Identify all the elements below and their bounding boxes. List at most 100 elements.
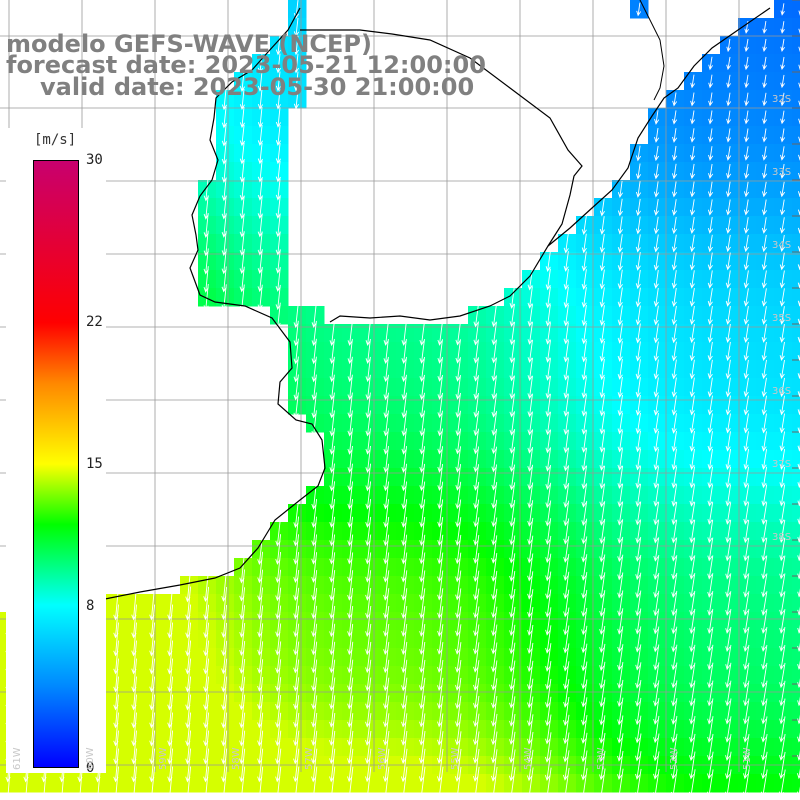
wind-arrow xyxy=(293,320,299,347)
wind-cell xyxy=(792,576,800,595)
wind-arrow xyxy=(473,624,480,655)
wind-arrow xyxy=(761,573,768,598)
wind-arrow xyxy=(743,662,750,689)
wind-arrow xyxy=(491,339,497,364)
wind-arrow xyxy=(329,481,336,510)
wind-arrow xyxy=(491,464,498,491)
wind-arrow xyxy=(743,431,749,452)
wind-arrow xyxy=(635,680,642,707)
wind-arrow xyxy=(707,608,714,635)
wind-arrow xyxy=(490,713,498,746)
wind-arrow xyxy=(726,146,732,161)
wind-arrow xyxy=(671,662,678,689)
wind-arrow xyxy=(365,338,371,365)
wind-arrow xyxy=(545,429,552,454)
wind-arrow xyxy=(779,734,786,761)
wind-arrow xyxy=(545,571,552,600)
wind-cell xyxy=(792,738,800,757)
wind-arrow xyxy=(311,410,317,437)
wind-arrow xyxy=(419,374,425,401)
wind-arrow xyxy=(382,766,390,800)
wind-arrow xyxy=(707,448,713,471)
wind-arrow xyxy=(635,501,642,526)
wind-arrow xyxy=(779,377,785,398)
wind-arrow xyxy=(780,146,786,161)
wind-arrow xyxy=(437,428,444,455)
wind-arrow xyxy=(689,413,695,434)
wind-arrow xyxy=(455,357,461,382)
wind-arrow xyxy=(689,431,695,452)
wind-arrow xyxy=(672,145,678,162)
wind-arrow xyxy=(149,766,156,800)
wind-arrow xyxy=(599,305,605,326)
wind-arrow xyxy=(708,146,714,161)
wind-arrow xyxy=(347,766,354,800)
longitude-label: 58W xyxy=(231,747,242,770)
wind-arrow xyxy=(563,643,570,672)
wind-arrow xyxy=(707,662,714,689)
wind-arrow xyxy=(617,572,624,599)
wind-arrow xyxy=(401,356,407,383)
wind-arrow xyxy=(599,518,606,545)
wind-arrow xyxy=(526,767,534,800)
wind-arrow xyxy=(509,642,516,673)
wind-arrow xyxy=(725,448,732,471)
wind-arrow xyxy=(275,267,281,292)
wind-arrow xyxy=(671,359,677,380)
wind-arrow xyxy=(653,395,659,416)
wind-arrow xyxy=(455,410,461,437)
wind-arrow xyxy=(311,552,318,583)
wind-arrow xyxy=(581,625,588,654)
wind-arrow xyxy=(275,748,282,783)
wind-arrow xyxy=(509,535,516,564)
wind-arrow xyxy=(671,199,678,216)
wind-arrow xyxy=(455,642,462,673)
wind-arrow xyxy=(671,395,677,416)
wind-arrow xyxy=(635,572,642,599)
wind-arrow xyxy=(762,74,767,89)
wind-arrow xyxy=(707,395,713,416)
wind-arrow xyxy=(473,481,480,510)
wind-arrow xyxy=(527,447,534,472)
wind-arrow xyxy=(617,697,624,726)
longitude-label: 56W xyxy=(377,747,388,770)
wind-arrow xyxy=(544,732,552,763)
wind-arrow xyxy=(707,484,714,507)
wind-arrow xyxy=(743,716,750,743)
wind-arrow xyxy=(725,341,731,362)
wind-arrow xyxy=(401,623,408,656)
wind-arrow xyxy=(329,534,336,565)
longitude-label: 51W xyxy=(742,747,753,770)
wind-arrow xyxy=(653,305,659,326)
wind-arrow xyxy=(419,356,425,383)
wind-arrow xyxy=(725,573,732,598)
wind-arrow xyxy=(382,748,390,783)
wind-arrow xyxy=(743,341,749,362)
wind-arrow xyxy=(726,56,731,71)
wind-arrow xyxy=(545,340,551,363)
wind-arrow xyxy=(617,234,623,253)
wind-arrow xyxy=(779,680,786,707)
wind-arrow xyxy=(743,199,750,216)
wind-arrow xyxy=(455,660,462,691)
wind-arrow xyxy=(455,552,462,583)
wind-arrow xyxy=(545,393,551,418)
wind-arrow xyxy=(581,483,588,508)
wind-arrow xyxy=(779,395,785,416)
wind-arrow xyxy=(563,553,570,582)
wind-arrow xyxy=(617,465,624,490)
wind-cell xyxy=(792,612,800,631)
wind-arrow xyxy=(581,447,588,472)
wind-arrow xyxy=(779,573,786,598)
wind-arrow xyxy=(365,659,372,692)
wind-arrow xyxy=(779,519,786,544)
wind-arrow xyxy=(743,537,750,562)
wind-arrow xyxy=(491,570,498,601)
wind-arrow xyxy=(688,769,696,798)
wind-arrow xyxy=(527,357,533,382)
wind-arrow xyxy=(491,303,497,328)
wind-arrow xyxy=(545,464,552,491)
wind-arrow xyxy=(653,252,659,271)
latitude-label: 35S xyxy=(772,313,792,324)
wind-arrow xyxy=(563,340,569,363)
